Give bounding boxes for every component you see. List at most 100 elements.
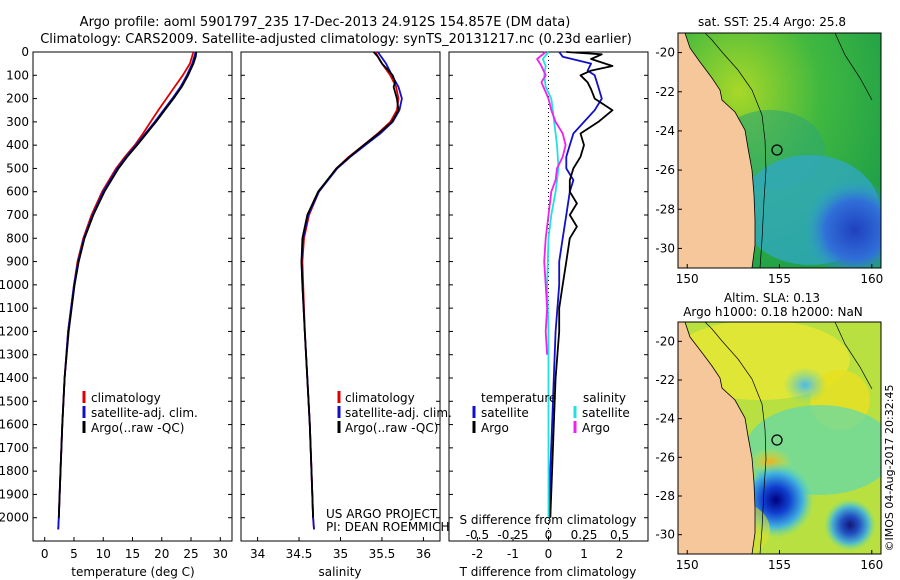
map-lat-label: -22 <box>655 373 675 387</box>
map-sst <box>678 33 881 268</box>
depth-tick-label: 1200 <box>0 324 29 338</box>
salinity-xlabel: salinity <box>318 565 361 579</box>
temperature-legend: climatology satellite-adj. clim. Argo(..… <box>82 391 198 435</box>
map-lat-label: -28 <box>655 489 675 503</box>
legend-label-s-argo: Argo <box>582 421 610 435</box>
sst-isobath <box>704 33 767 268</box>
s-tick-label: -0.25 <box>497 528 528 542</box>
depth-tick-label: 1300 <box>0 348 29 362</box>
depth-tick-label: 1900 <box>0 487 29 501</box>
legend-label-s-satellite: satellite <box>582 406 630 420</box>
legend-title-salinity: salinity <box>583 391 626 405</box>
depth-tick-label: 300 <box>6 115 29 129</box>
map-lon-label: 150 <box>676 272 699 286</box>
map-lat-label: -26 <box>655 163 675 177</box>
depth-tick-label: 900 <box>6 255 29 269</box>
depth-tick-label: 400 <box>6 138 29 152</box>
s-tick-label: -0.5 <box>466 528 489 542</box>
series-line-argo-raw-qc- <box>300 51 400 518</box>
s-tick-label: 0 <box>545 528 553 542</box>
map-lat-label: -20 <box>655 334 675 348</box>
map-lon-label: 155 <box>768 558 791 572</box>
x-tick-label: -2 <box>471 547 483 561</box>
header-title-line1: Argo profile: aoml 5901797_235 17-Dec-20… <box>80 15 571 30</box>
x-tick-label: 36 <box>416 547 431 561</box>
salinity-panel-frame <box>240 51 441 542</box>
depth-tick-label: 1400 <box>0 371 29 385</box>
series-line-temperature-argo <box>549 51 614 518</box>
x-tick-label: 25 <box>183 547 198 561</box>
depth-tick-label: 1700 <box>0 441 29 455</box>
header-title-line2: Climatology: CARS2009. Satellite-adjuste… <box>40 32 632 47</box>
map-sst-ticks: 150 155 160 -20 -22 -24 -26 -28 -30 <box>655 46 883 286</box>
map-lon-label: 160 <box>860 272 883 286</box>
map-lat-label: -30 <box>655 528 675 542</box>
footer-credit: ©IMOS 04-Aug-2017 20:32:45 <box>883 385 896 552</box>
map-lat-label: -24 <box>655 124 675 138</box>
legend-label-climatology: climatology <box>91 391 161 405</box>
sla-argo-marker <box>771 434 783 446</box>
map-sla <box>678 322 881 554</box>
depth-tick-label: 700 <box>6 208 29 222</box>
depth-axis: 0 100 200 300 400 500 600 700 800 900 1000 1100 1200… <box>0 45 648 525</box>
sla-isobath <box>704 322 767 554</box>
legend-title-temperature: temperature <box>481 391 556 405</box>
temperature-series-group <box>57 51 198 530</box>
sst-cold-eddy <box>805 180 881 268</box>
depth-tick-label: 1800 <box>0 464 29 478</box>
map-lat-label: -30 <box>655 241 675 255</box>
temperature-xlabel: temperature (deg C) <box>71 565 194 579</box>
x-tick-label: 0 <box>545 547 553 561</box>
depth-tick-label: 1100 <box>0 301 29 315</box>
x-tick-label: 10 <box>96 547 111 561</box>
depth-tick-label: 0 <box>21 45 29 59</box>
depth-tick-label: 500 <box>6 161 29 175</box>
x-tick-label: 35.5 <box>369 547 396 561</box>
x-tick-label: -1 <box>507 547 519 561</box>
depth-tick-label: 1000 <box>0 278 29 292</box>
sla-blue-patch-north <box>783 367 827 403</box>
map-lat-label: -26 <box>655 450 675 464</box>
difference-legend: temperature salinity satellite Argo sate… <box>472 391 630 435</box>
difference-xlabel-top: S difference from climatology <box>460 513 637 527</box>
map-sla-title-line2: Argo h1000: 0.18 h2000: NaN <box>683 305 863 319</box>
difference-xlabel: T difference from climatology <box>459 565 637 579</box>
x-tick-label: 0 <box>41 547 49 561</box>
pi-annotation: PI: DEAN ROEMMICH <box>326 520 449 534</box>
depth-tick-label: 600 <box>6 185 29 199</box>
x-tick-label: 2 <box>616 547 624 561</box>
sla-reef-contour <box>834 322 873 390</box>
series-line-salinity-argo <box>536 51 567 355</box>
map-sla-title-line1: Altim. SLA: 0.13 <box>724 291 820 305</box>
map-sla-ticks: 150 155 160 -20 -22 -24 -26 -28 -30 <box>655 334 883 572</box>
sst-reef-contour <box>834 33 873 101</box>
x-tick-label: 34 <box>250 547 265 561</box>
difference-series-group <box>536 51 614 541</box>
x-tick-label: 34.5 <box>286 547 313 561</box>
legend-label-t-satellite: satellite <box>481 406 529 420</box>
x-tick-label: 5 <box>70 547 78 561</box>
map-lon-label: 155 <box>768 272 791 286</box>
s-tick-label: 0.5 <box>610 528 629 542</box>
legend-label-satellite: satellite-adj. clim. <box>345 406 452 420</box>
legend-label-climatology: climatology <box>345 391 415 405</box>
series-line-temperature-satellite <box>549 51 603 518</box>
depth-tick-label: 2000 <box>0 511 29 525</box>
legend-label-argo: Argo(..raw -QC) <box>91 421 184 435</box>
map-lat-label: -20 <box>655 46 675 60</box>
project-annotation: US ARGO PROJECT <box>326 507 438 521</box>
temperature-panel-frame <box>32 51 233 542</box>
s-tick-label: 0.25 <box>571 528 598 542</box>
map-sst-title: sat. SST: 25.4 Argo: 25.8 <box>698 15 846 29</box>
depth-tick-label: 1600 <box>0 418 29 432</box>
legend-label-argo: Argo(..raw -QC) <box>345 421 438 435</box>
sla-australia-land <box>678 322 756 554</box>
map-lat-label: -24 <box>655 412 675 426</box>
map-lat-label: -22 <box>655 85 675 99</box>
sst-australia-land <box>678 33 756 268</box>
series-line-argo-raw-qc- <box>57 51 198 518</box>
series-line-salinity-satellite <box>541 51 560 518</box>
map-lat-label: -28 <box>655 202 675 216</box>
depth-tick-label: 1500 <box>0 394 29 408</box>
